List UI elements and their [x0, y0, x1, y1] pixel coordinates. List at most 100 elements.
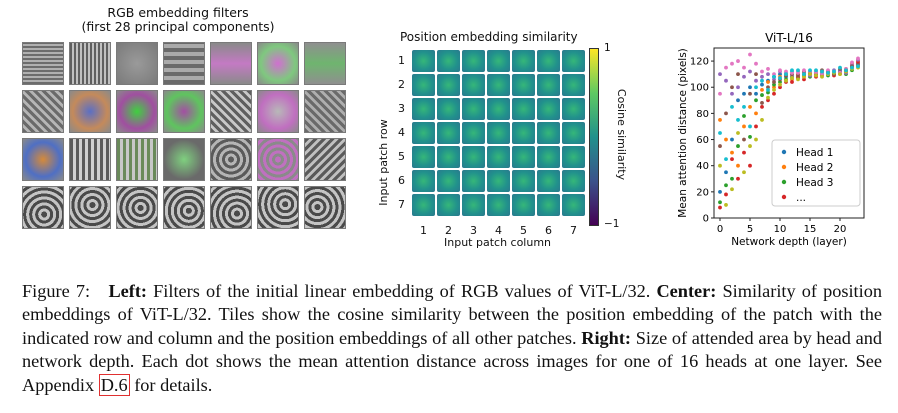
similarity-tile [487, 98, 510, 120]
y-tick-label: 120 [690, 57, 709, 68]
scatter-point [718, 189, 722, 194]
filter-thumbnail [304, 138, 346, 181]
scatter-point [742, 124, 746, 129]
scatter-point [754, 85, 758, 90]
similarity-tile [512, 122, 535, 144]
scatter-point [742, 170, 746, 175]
filter-thumbnail [257, 42, 299, 85]
filter-thumbnail [22, 90, 64, 133]
scatter-point [718, 131, 722, 135]
scatter-point [850, 60, 854, 65]
scatter-point [778, 82, 782, 87]
legend-label: Head 1 [796, 147, 833, 159]
scatter-point [772, 87, 776, 92]
similarity-tile [537, 50, 560, 72]
scatter-point [718, 118, 722, 122]
scatter-point [754, 98, 758, 103]
scatter-point [772, 80, 776, 84]
scatter-point [748, 85, 752, 90]
filter-thumbnail [257, 186, 299, 229]
scatter-point [748, 104, 752, 109]
scatter-point [730, 91, 734, 96]
scatter-point [838, 65, 842, 70]
scatter-point [760, 69, 764, 74]
similarity-tile [437, 194, 460, 216]
filter-thumbnail [210, 42, 252, 85]
filter-thumbnail [210, 186, 252, 229]
scatter-point [844, 68, 848, 73]
scatter-point [820, 69, 824, 74]
scatter-point [784, 69, 788, 74]
scatter-point [748, 144, 752, 148]
appendix-link[interactable]: D.6 [98, 373, 130, 396]
scatter-point [748, 69, 752, 74]
scatter-point [856, 64, 860, 69]
figure-label: Figure 7: [22, 281, 91, 301]
scatter-point [736, 98, 740, 103]
similarity-tile [562, 50, 585, 72]
row-tick-label: 7 [398, 198, 405, 211]
scatter-point [802, 68, 806, 73]
similarity-tile [487, 170, 510, 192]
scatter-point [766, 95, 770, 100]
similarity-tile [487, 50, 510, 72]
scatter-point [772, 91, 776, 96]
similarity-tile [437, 146, 460, 168]
x-tick-label: 20 [834, 224, 847, 235]
similarity-tile [462, 122, 485, 144]
similarity-tile [462, 146, 485, 168]
similarity-tile [437, 170, 460, 192]
scatter-point [766, 72, 770, 77]
attention-distance-chart: ViT-L/16 0 5 10 15 20 0 20 40 60 80 100 120 Network d… [677, 31, 865, 248]
scatter-point [742, 91, 746, 96]
scatter-point [718, 200, 722, 205]
scatter-point [814, 70, 818, 75]
x-tick-label: 15 [804, 224, 817, 235]
position-similarity-ylabel: Input patch row [376, 119, 390, 206]
filter-thumbnail [69, 90, 111, 133]
scatter-point [832, 69, 836, 74]
similarity-tile [562, 146, 585, 168]
row-tick-label: 4 [398, 126, 405, 139]
scatter-point [760, 93, 764, 97]
scatter-point [736, 131, 740, 135]
scatter-point [724, 170, 728, 175]
scatter-point [718, 163, 722, 168]
scatter-point [748, 52, 752, 57]
similarity-tile [412, 194, 435, 216]
similarity-tile [412, 98, 435, 120]
scatter-point [760, 78, 764, 83]
caption-right-text: Size of attended area by head and networ… [22, 327, 883, 395]
filter-thumbnail [304, 42, 346, 85]
scatter-point [736, 176, 740, 181]
scatter-point [772, 85, 776, 90]
rgb-filters-title-line2: (first 28 principal components) [81, 19, 275, 34]
filter-thumbnail [69, 42, 111, 85]
scatter-point [718, 205, 722, 210]
x-tick-label: 0 [717, 224, 723, 235]
similarity-tile [412, 50, 435, 72]
col-tick-label: 4 [495, 224, 502, 237]
scatter-point [796, 77, 800, 82]
scatter-point [718, 91, 722, 96]
scatter-point [736, 85, 740, 90]
scatter-point [748, 135, 752, 139]
scatter-point [754, 91, 758, 96]
filter-thumbnail [257, 90, 299, 133]
filter-grid [22, 42, 346, 229]
scatter-point [772, 72, 776, 77]
similarity-tile [462, 98, 485, 120]
filter-thumbnail [210, 90, 252, 133]
scatter-point [790, 76, 794, 80]
attention-distance-panel: ViT-L/16 0 5 10 15 20 0 20 40 60 80 100 120 Network d… [676, 26, 876, 252]
scatter-point [772, 82, 776, 87]
scatter-point [802, 72, 806, 77]
scatter-point [766, 98, 770, 103]
filter-thumbnail [22, 138, 64, 181]
similarity-tile [537, 146, 560, 168]
x-axis-label: Network depth (layer) [731, 236, 847, 248]
scatter-point [802, 74, 806, 79]
scatter-point [778, 85, 782, 90]
similarity-tile [512, 194, 535, 216]
similarity-tile [537, 74, 560, 96]
